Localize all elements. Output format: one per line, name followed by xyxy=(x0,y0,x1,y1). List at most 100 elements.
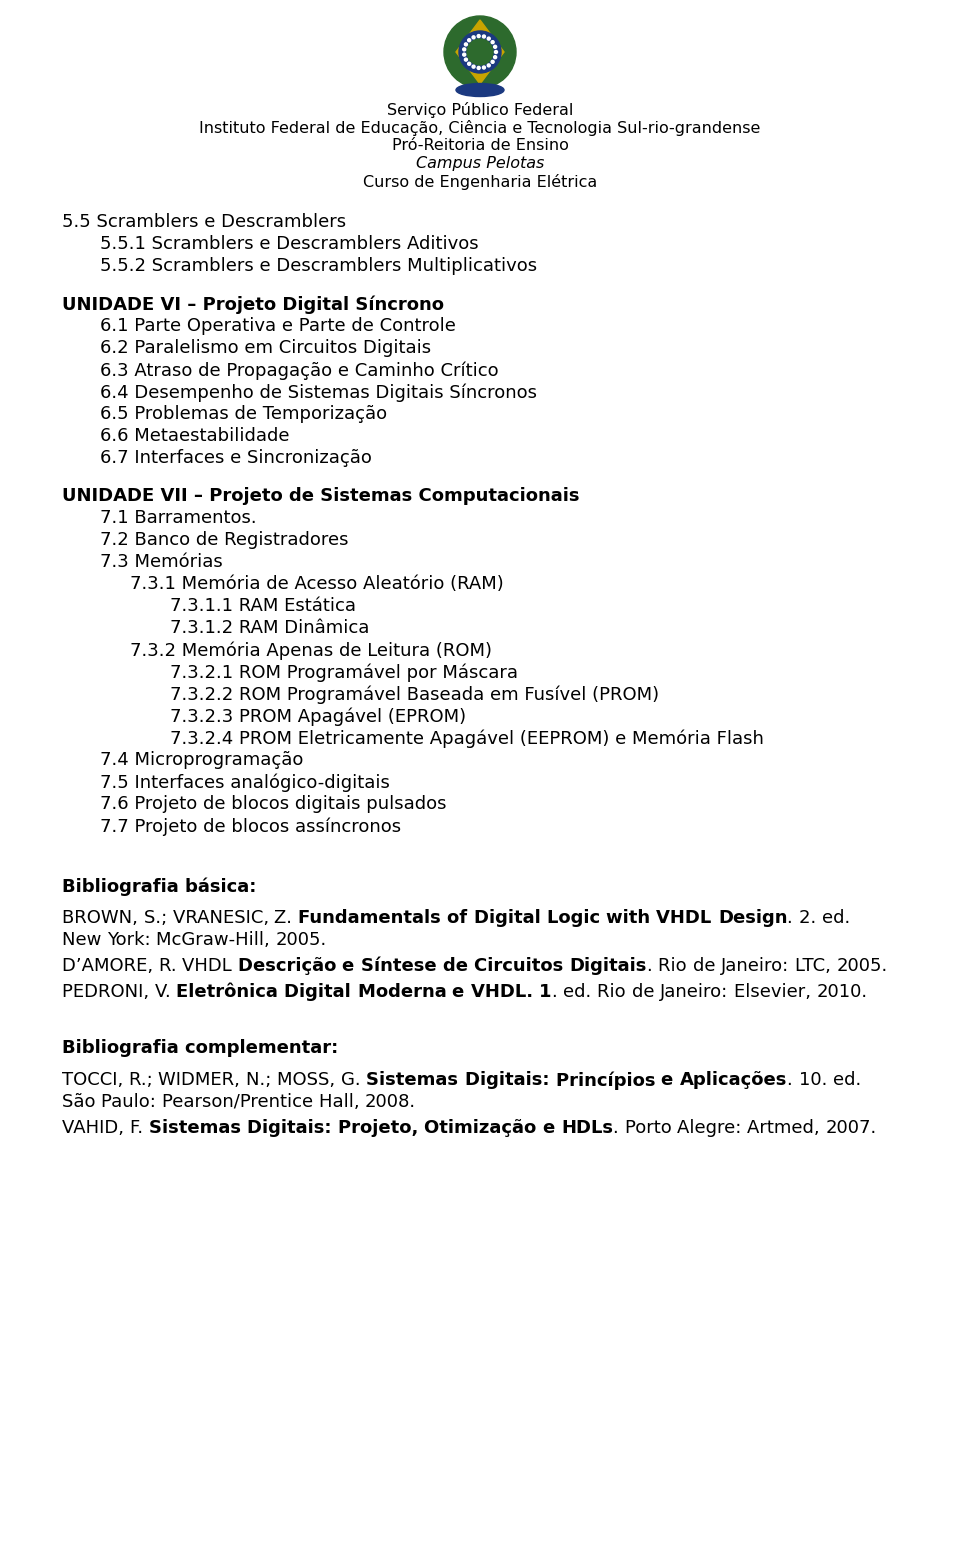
Text: Eletrônica: Eletrônica xyxy=(177,982,284,1001)
Text: Digitais: Digitais xyxy=(569,958,647,975)
Circle shape xyxy=(483,34,486,37)
Text: MOSS,: MOSS, xyxy=(277,1071,341,1088)
Text: Janeiro:: Janeiro: xyxy=(660,982,734,1001)
Text: Porto: Porto xyxy=(625,1119,677,1137)
Text: 7.1 Barramentos.: 7.1 Barramentos. xyxy=(100,509,256,526)
Text: 5.5 Scramblers e Descramblers: 5.5 Scramblers e Descramblers xyxy=(62,213,347,230)
Text: VHDL: VHDL xyxy=(657,909,718,926)
Text: 2005.: 2005. xyxy=(836,958,888,975)
Text: Rio: Rio xyxy=(597,982,632,1001)
Text: 5.5.1 Scramblers e Descramblers Aditivos: 5.5.1 Scramblers e Descramblers Aditivos xyxy=(100,235,479,252)
Text: Sistemas: Sistemas xyxy=(149,1119,247,1137)
Text: 6.5 Problemas de Temporização: 6.5 Problemas de Temporização xyxy=(100,405,387,424)
Text: N.;: N.; xyxy=(246,1071,277,1088)
Polygon shape xyxy=(456,20,504,84)
Circle shape xyxy=(492,61,494,64)
Text: Elsevier,: Elsevier, xyxy=(734,982,817,1001)
Text: R.: R. xyxy=(158,958,182,975)
Text: 7.3.2.2 ROM Programável Baseada em Fusível (PROM): 7.3.2.2 ROM Programável Baseada em Fusív… xyxy=(170,685,660,704)
Text: with: with xyxy=(606,909,657,926)
Text: UNIDADE VI – Projeto Digital Síncrono: UNIDADE VI – Projeto Digital Síncrono xyxy=(62,294,444,313)
Text: Circuitos: Circuitos xyxy=(474,958,569,975)
Text: Design: Design xyxy=(718,909,787,926)
Text: 6.7 Interfaces e Sincronização: 6.7 Interfaces e Sincronização xyxy=(100,448,372,467)
Text: D’AMORE,: D’AMORE, xyxy=(62,958,158,975)
Text: Princípios: Princípios xyxy=(556,1071,661,1090)
Text: Campus Pelotas: Campus Pelotas xyxy=(416,156,544,171)
Text: G.: G. xyxy=(341,1071,367,1088)
Text: PEDRONI,: PEDRONI, xyxy=(62,982,155,1001)
Text: 6.1 Parte Operativa e Parte de Controle: 6.1 Parte Operativa e Parte de Controle xyxy=(100,318,456,335)
Circle shape xyxy=(492,40,494,44)
Text: ed.: ed. xyxy=(822,909,856,926)
Text: 7.3 Memórias: 7.3 Memórias xyxy=(100,553,223,571)
Text: e: e xyxy=(542,1119,562,1137)
Text: São: São xyxy=(62,1093,101,1112)
Circle shape xyxy=(459,31,501,73)
Text: e: e xyxy=(661,1071,680,1088)
Circle shape xyxy=(468,62,470,65)
Text: .: . xyxy=(647,958,659,975)
Circle shape xyxy=(493,56,496,59)
Circle shape xyxy=(488,64,491,67)
Text: 6.4 Desempenho de Sistemas Digitais Síncronos: 6.4 Desempenho de Sistemas Digitais Sínc… xyxy=(100,383,537,402)
Text: Digital: Digital xyxy=(473,909,546,926)
Text: York:: York: xyxy=(108,931,156,950)
Text: S.;: S.; xyxy=(144,909,173,926)
Text: Síntese: Síntese xyxy=(361,958,443,975)
Text: Serviço Público Federal: Serviço Público Federal xyxy=(387,103,573,118)
Text: Janeiro:: Janeiro: xyxy=(721,958,795,975)
Text: UNIDADE VII – Projeto de Sistemas Computacionais: UNIDADE VII – Projeto de Sistemas Comput… xyxy=(62,487,580,504)
Text: Z.: Z. xyxy=(275,909,299,926)
Text: 6.6 Metaestabilidade: 6.6 Metaestabilidade xyxy=(100,427,290,445)
Circle shape xyxy=(465,58,468,61)
Text: Pearson/Prentice: Pearson/Prentice xyxy=(162,1093,319,1112)
Text: 10.: 10. xyxy=(799,1071,832,1088)
Text: HDLs: HDLs xyxy=(562,1119,613,1137)
Circle shape xyxy=(472,36,475,39)
Text: 2007.: 2007. xyxy=(826,1119,877,1137)
Text: 2005.: 2005. xyxy=(276,931,327,950)
Text: VRANESIC,: VRANESIC, xyxy=(173,909,275,926)
Text: 2008.: 2008. xyxy=(365,1093,417,1112)
Text: 7.3.2.3 PROM Apagável (EPROM): 7.3.2.3 PROM Apagável (EPROM) xyxy=(170,707,467,726)
Text: Fundamentals: Fundamentals xyxy=(299,909,447,926)
Text: F.: F. xyxy=(130,1119,149,1137)
Text: WIDMER,: WIDMER, xyxy=(158,1071,246,1088)
Text: Digital: Digital xyxy=(284,982,357,1001)
Text: .: . xyxy=(613,1119,625,1137)
Text: Artmed,: Artmed, xyxy=(748,1119,826,1137)
Text: 7.7 Projeto de blocos assíncronos: 7.7 Projeto de blocos assíncronos xyxy=(100,817,401,836)
Text: e: e xyxy=(343,958,361,975)
Text: Rio: Rio xyxy=(659,958,693,975)
Text: ed.: ed. xyxy=(564,982,597,1001)
Text: 7.2 Banco de Registradores: 7.2 Banco de Registradores xyxy=(100,531,348,550)
Text: Digitais:: Digitais: xyxy=(247,1119,338,1137)
Text: LTC,: LTC, xyxy=(795,958,836,975)
Circle shape xyxy=(468,39,470,42)
Text: 1: 1 xyxy=(540,982,552,1001)
Circle shape xyxy=(444,16,516,89)
Text: Curso de Engenharia Elétrica: Curso de Engenharia Elétrica xyxy=(363,174,597,190)
Circle shape xyxy=(493,45,496,48)
Text: Paulo:: Paulo: xyxy=(101,1093,162,1112)
Text: Bibliografia básica:: Bibliografia básica: xyxy=(62,877,256,895)
Text: 2.: 2. xyxy=(799,909,822,926)
Text: 7.3.2 Memória Apenas de Leitura (ROM): 7.3.2 Memória Apenas de Leitura (ROM) xyxy=(130,641,492,660)
Circle shape xyxy=(488,37,491,40)
Text: e: e xyxy=(452,982,471,1001)
Text: VAHID,: VAHID, xyxy=(62,1119,130,1137)
Text: .: . xyxy=(552,982,564,1001)
Text: 7.3.2.1 ROM Programável por Máscara: 7.3.2.1 ROM Programável por Máscara xyxy=(170,663,518,682)
Text: de: de xyxy=(693,958,721,975)
Circle shape xyxy=(472,65,475,69)
Text: 7.4 Microprogramação: 7.4 Microprogramação xyxy=(100,750,303,769)
Text: VHDL.: VHDL. xyxy=(471,982,540,1001)
Circle shape xyxy=(494,50,497,53)
Text: 2010.: 2010. xyxy=(817,982,868,1001)
Text: 6.3 Atraso de Propagação e Caminho Crítico: 6.3 Atraso de Propagação e Caminho Críti… xyxy=(100,361,498,380)
Ellipse shape xyxy=(456,84,504,97)
Text: Bibliografia complementar:: Bibliografia complementar: xyxy=(62,1039,338,1057)
Text: Instituto Federal de Educação, Ciência e Tecnologia Sul-rio-grandense: Instituto Federal de Educação, Ciência e… xyxy=(200,120,760,135)
Text: V.: V. xyxy=(155,982,177,1001)
